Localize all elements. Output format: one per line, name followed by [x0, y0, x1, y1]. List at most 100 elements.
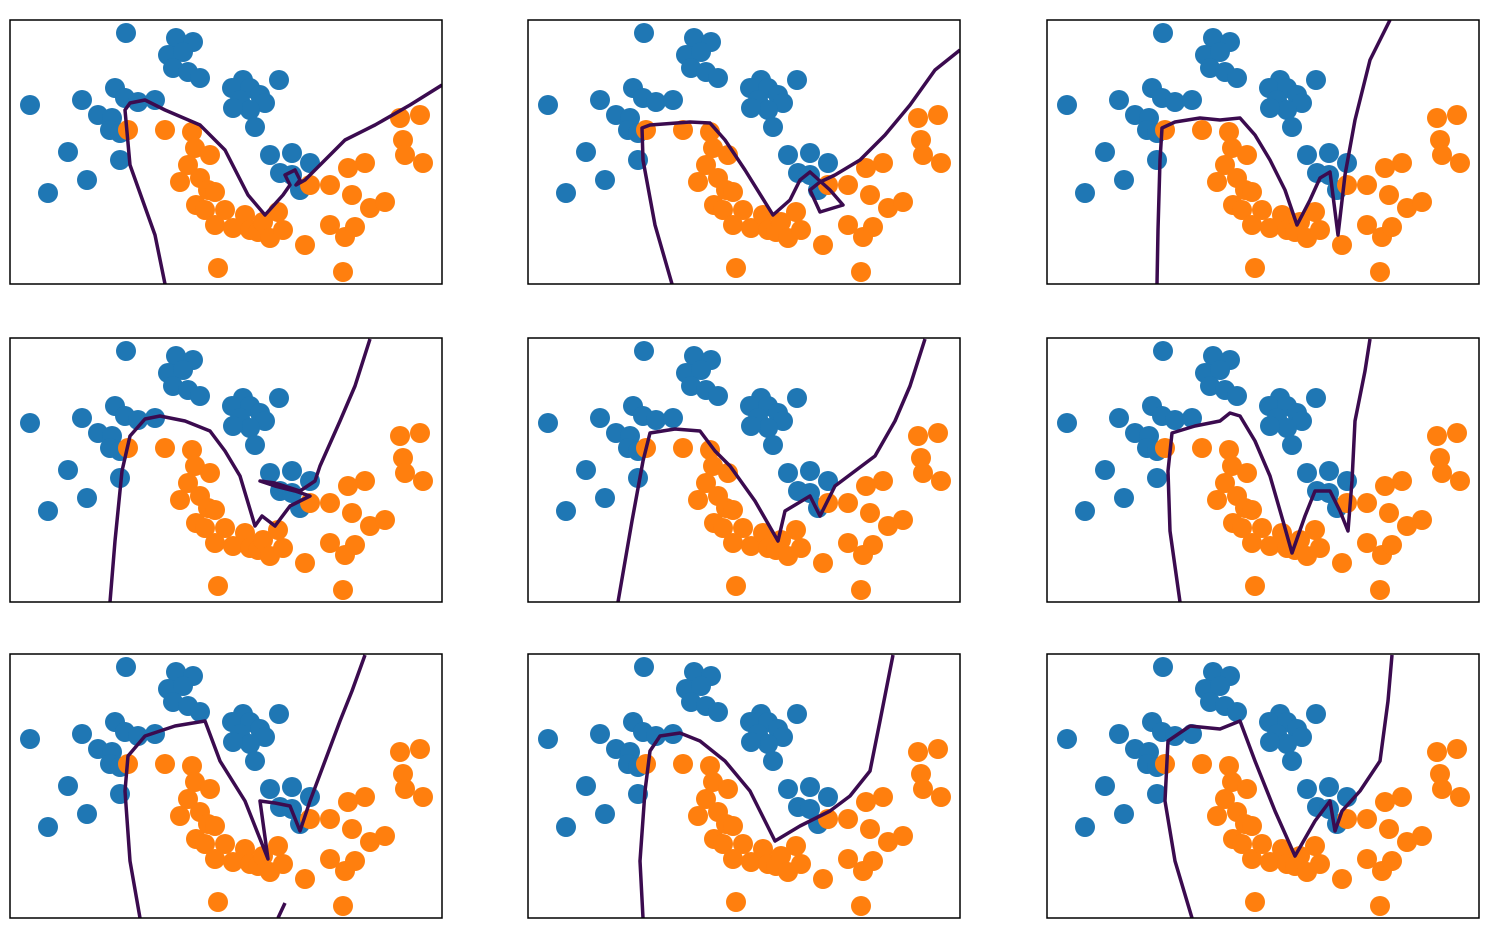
point [1447, 423, 1467, 443]
point [1412, 192, 1432, 212]
point [182, 440, 202, 460]
point [182, 122, 202, 142]
point [269, 70, 289, 90]
point [413, 787, 433, 807]
point [355, 153, 375, 173]
point [1319, 143, 1339, 163]
point [791, 538, 811, 558]
point [1182, 90, 1202, 110]
point [688, 490, 708, 510]
point [786, 202, 806, 222]
point [673, 438, 693, 458]
point [1282, 117, 1302, 137]
panel [527, 19, 961, 285]
point [741, 852, 761, 872]
point [646, 726, 666, 746]
point [185, 456, 205, 476]
point [818, 471, 838, 491]
point [1165, 92, 1185, 112]
point [773, 411, 793, 431]
point [1232, 518, 1252, 538]
point [205, 215, 225, 235]
point [771, 212, 791, 232]
point [634, 23, 654, 43]
point [1095, 460, 1115, 480]
point [240, 734, 260, 754]
point [260, 145, 280, 165]
point [911, 448, 931, 468]
point [1200, 58, 1220, 78]
panel [9, 653, 443, 919]
point [636, 120, 656, 140]
point [255, 93, 275, 113]
point [245, 435, 265, 455]
point [77, 488, 97, 508]
point [355, 471, 375, 491]
point [72, 90, 92, 110]
point [1397, 516, 1417, 536]
point [355, 787, 375, 807]
point [733, 518, 753, 538]
point [576, 460, 596, 480]
point [1222, 138, 1242, 158]
point [703, 456, 723, 476]
point [856, 792, 876, 812]
point [1232, 200, 1252, 220]
point [556, 817, 576, 837]
point [813, 235, 833, 255]
point [390, 426, 410, 446]
point [320, 809, 340, 829]
point [1375, 476, 1395, 496]
plot-area [538, 338, 951, 602]
point [155, 754, 175, 774]
point [931, 153, 951, 173]
point [1237, 145, 1257, 165]
point [205, 533, 225, 553]
point [215, 834, 235, 854]
point [1277, 100, 1297, 120]
point [260, 779, 280, 799]
point [733, 834, 753, 854]
panel-frame [1046, 19, 1480, 285]
point [1219, 756, 1239, 776]
point [1095, 776, 1115, 796]
point [215, 518, 235, 538]
point [1447, 739, 1467, 759]
point [773, 93, 793, 113]
point [205, 849, 225, 869]
point [556, 183, 576, 203]
point [700, 440, 720, 460]
panel-frame [9, 653, 443, 919]
point [1165, 410, 1185, 430]
point [800, 143, 820, 163]
decision-boundary [1155, 20, 1392, 284]
point [723, 182, 743, 202]
point [1242, 215, 1262, 235]
point [200, 779, 220, 799]
point [260, 463, 280, 483]
point [1147, 150, 1167, 170]
point [538, 95, 558, 115]
point [595, 170, 615, 190]
point [1242, 533, 1262, 553]
point [1370, 262, 1390, 282]
point [20, 413, 40, 433]
point [691, 42, 711, 62]
point [1412, 826, 1432, 846]
point [1282, 435, 1302, 455]
point [282, 777, 302, 797]
point [1392, 787, 1412, 807]
point [893, 826, 913, 846]
point [838, 809, 858, 829]
point [1242, 816, 1262, 836]
point [1057, 729, 1077, 749]
point [708, 702, 728, 722]
point [345, 851, 365, 871]
point [195, 834, 215, 854]
point [873, 787, 893, 807]
point [1075, 501, 1095, 521]
point [320, 493, 340, 513]
point [741, 98, 761, 118]
plot-area [538, 654, 951, 918]
plot-area [538, 23, 960, 284]
